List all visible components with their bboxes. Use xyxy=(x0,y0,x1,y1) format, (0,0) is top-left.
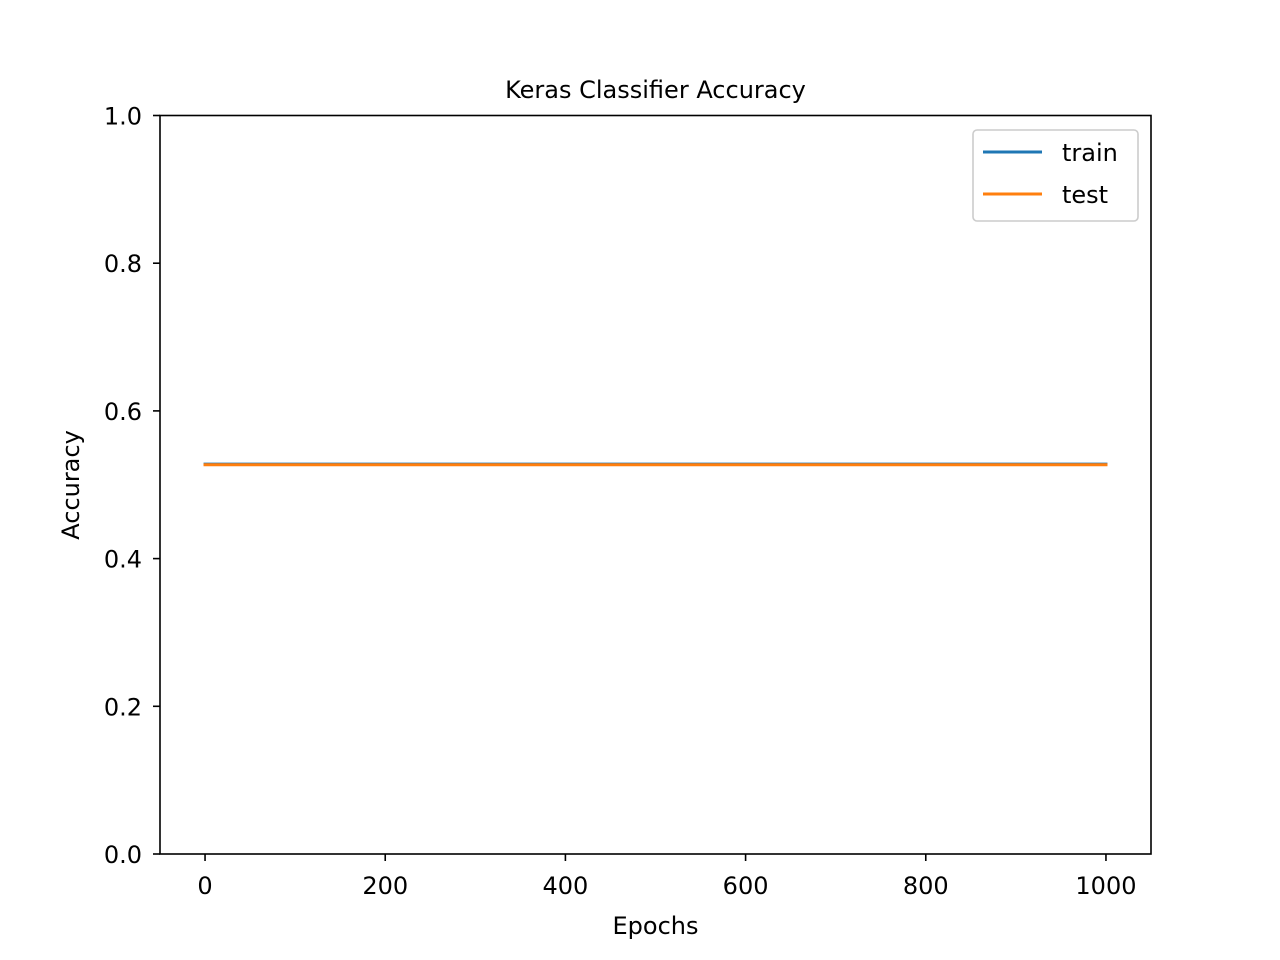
x-tick-label: 200 xyxy=(362,872,408,900)
legend-label-train: train xyxy=(1062,139,1118,167)
y-tick-label: 0.0 xyxy=(104,841,142,869)
y-tick-label: 0.4 xyxy=(104,546,142,574)
plot-area xyxy=(203,462,1108,467)
plot-frame xyxy=(159,114,1152,855)
chart-title: Keras Classifier Accuracy xyxy=(505,76,806,104)
x-axis-label: Epochs xyxy=(613,912,699,940)
y-tick-label: 1.0 xyxy=(104,103,142,131)
x-tick-label: 0 xyxy=(197,872,212,900)
y-tick-label: 0.2 xyxy=(104,693,142,721)
x-tick-label: 800 xyxy=(903,872,949,900)
legend-label-test: test xyxy=(1062,181,1108,209)
x-tick-label: 400 xyxy=(543,872,589,900)
y-axis-label: Accuracy xyxy=(57,430,85,540)
x-tick-label: 600 xyxy=(723,872,769,900)
x-tick-label: 1000 xyxy=(1075,872,1136,900)
y-tick-label: 0.6 xyxy=(104,398,142,426)
legend: train test xyxy=(972,129,1139,222)
y-tick-label: 0.8 xyxy=(104,250,142,278)
axes: 0 200 400 600 800 1000 0.0 0.2 0.4 0.6 0.8 1.0 xyxy=(104,103,1137,901)
